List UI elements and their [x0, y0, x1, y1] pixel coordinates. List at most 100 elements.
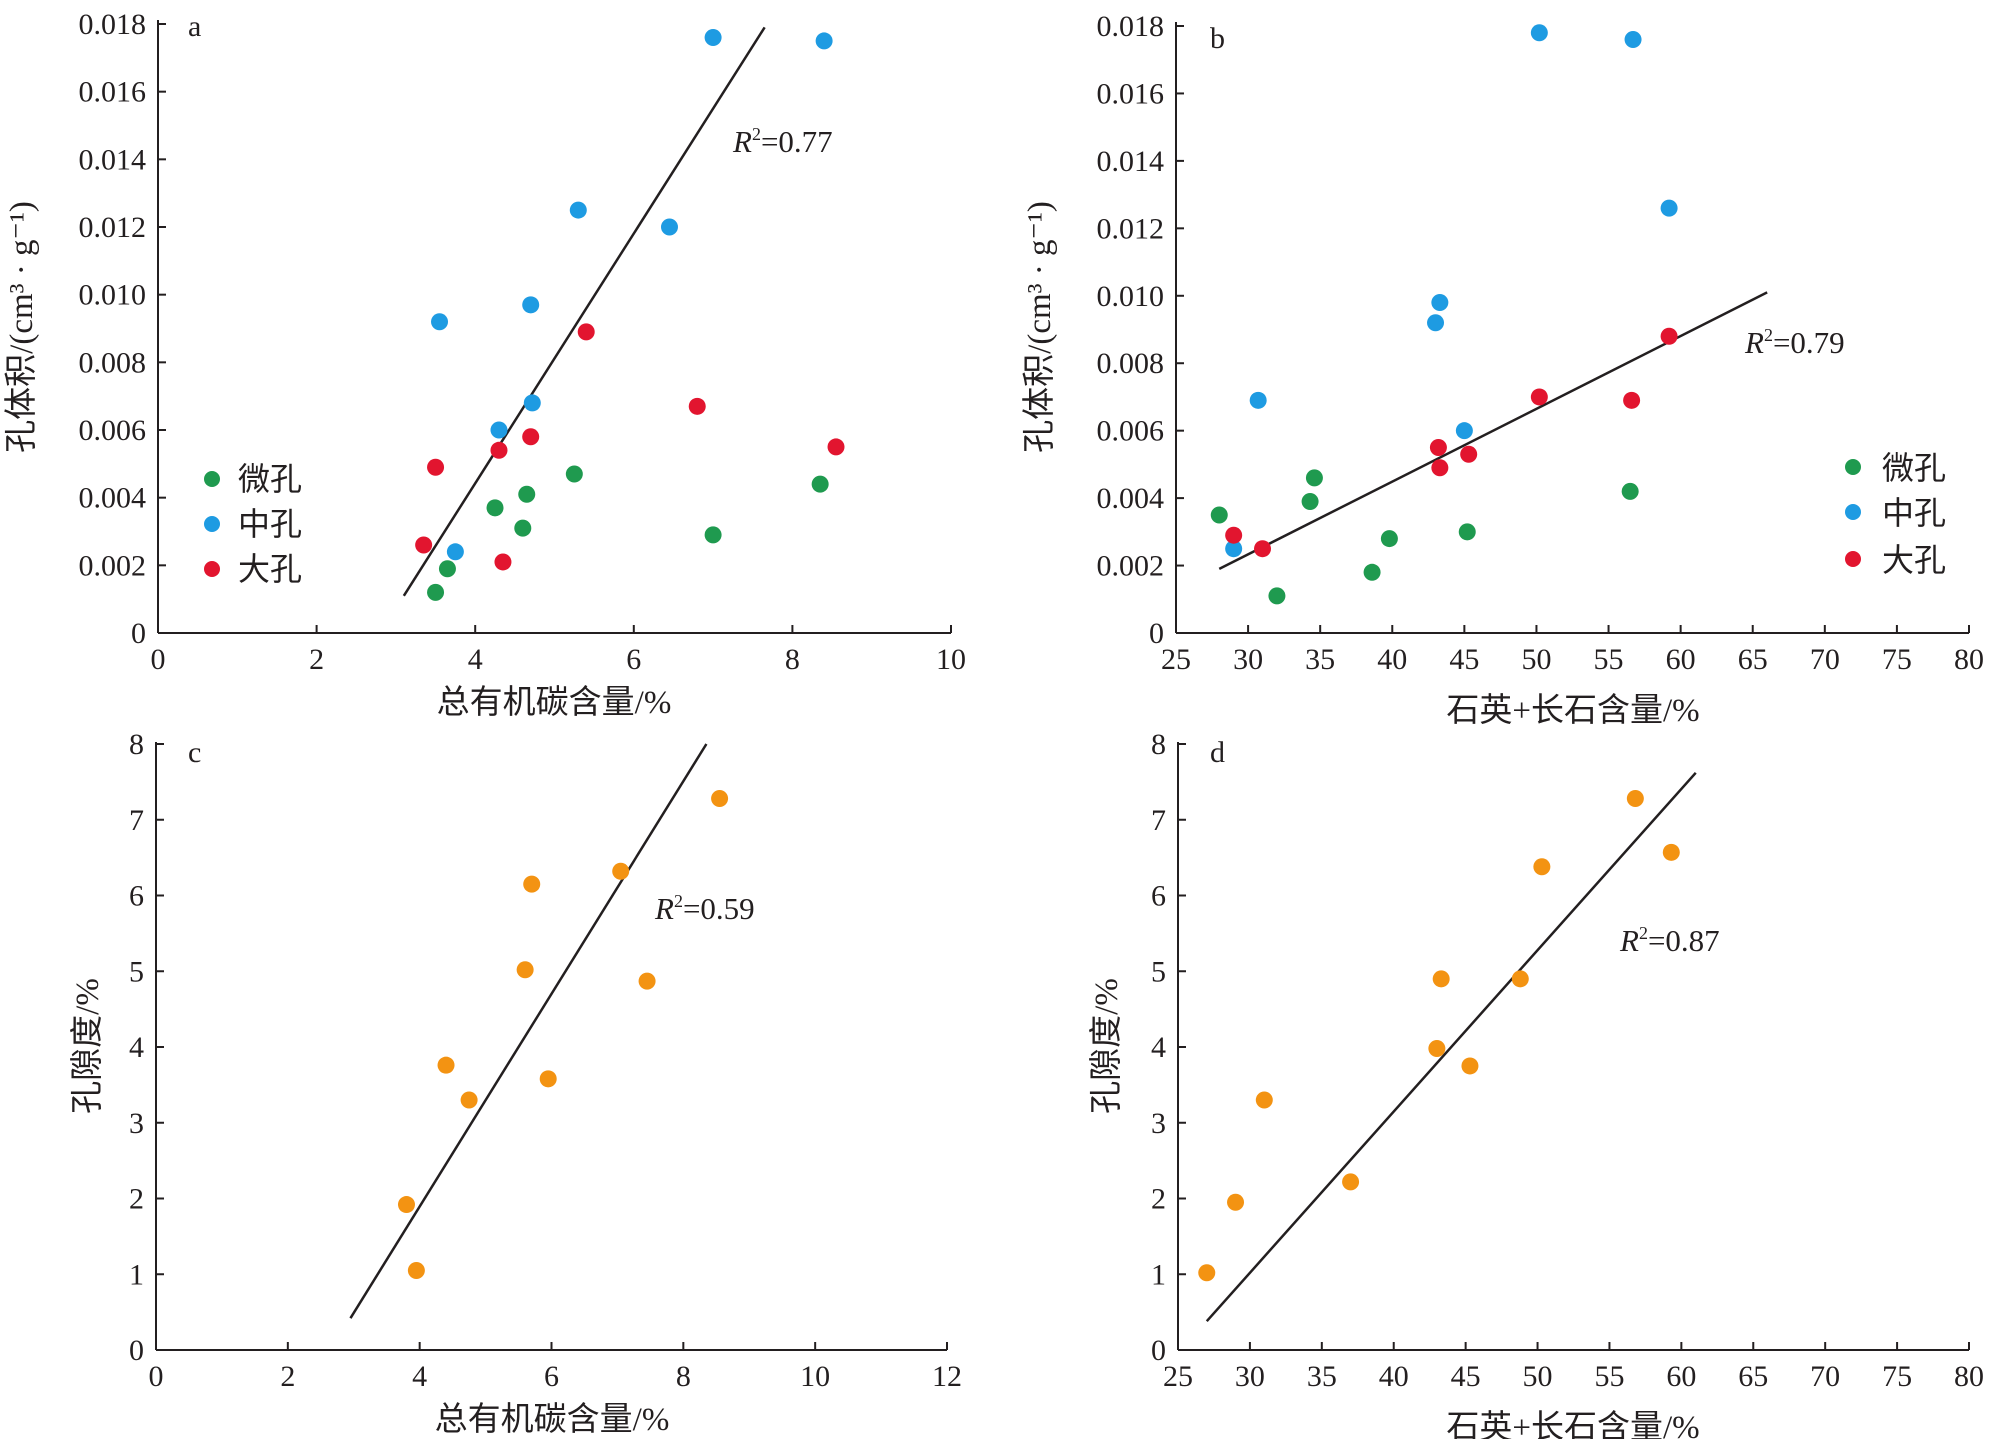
data-point-porosity [460, 1091, 478, 1109]
y-axis-label: 孔体积/(cm³ · g⁻¹) [3, 201, 40, 453]
data-point-micro [518, 485, 536, 503]
x-tick-label: 6 [544, 1360, 559, 1393]
y-tick-label: 8 [129, 728, 144, 761]
data-point-micro [1301, 492, 1319, 510]
data-point-porosity [1626, 790, 1644, 808]
x-axis-label: 石英+长石含量/% [1446, 1409, 1699, 1439]
x-tick-label: 12 [932, 1360, 962, 1393]
data-point-micro [1621, 482, 1639, 500]
trendline [1218, 291, 1768, 571]
data-point-micro [1363, 563, 1381, 581]
legend: 微孔 中孔 大孔 [1845, 450, 1946, 578]
x-tick-label: 2 [280, 1360, 295, 1393]
data-point-micro [486, 499, 504, 517]
y-tick-label: 0 [1151, 1334, 1166, 1367]
data-point-meso [1427, 314, 1445, 332]
data-point-micro [1458, 523, 1476, 541]
y-axis-label: 孔隙度/% [69, 978, 106, 1114]
x-tick-label: 8 [785, 643, 800, 676]
data-point-macro [1429, 439, 1447, 457]
x-tick-label: 4 [412, 1360, 427, 1393]
data-point-porosity [612, 862, 630, 880]
y-tick-label: 0.010 [1097, 280, 1165, 313]
y-tick-label: 0.012 [79, 211, 147, 244]
data-point-macro [490, 441, 508, 459]
r2-annotation: R2=0.59 [654, 891, 755, 926]
data-point-macro [827, 438, 845, 456]
y-tick-label: 0.018 [79, 8, 147, 41]
data-point-micro [811, 475, 829, 493]
r2-annotation: R2=0.77 [732, 124, 833, 159]
y-tick-label: 6 [1151, 880, 1166, 913]
legend: 微孔 中孔 大孔 [204, 461, 302, 587]
panel-letter: a [188, 10, 201, 43]
legend-label-micro: 微孔 [1882, 450, 1946, 486]
x-tick-label: 25 [1161, 643, 1191, 676]
y-tick-label: 0.002 [79, 549, 147, 582]
data-point-meso [1455, 422, 1473, 440]
panel-a: 0 2 4 6 8 10 0 0.002 0.004 0.006 0.008 0.010 0.012 0.… [3, 8, 966, 721]
x-tick-label: 0 [149, 1360, 164, 1393]
x-tick-label: 10 [800, 1360, 830, 1393]
panel-b: 25 30 35 40 45 50 55 60 65 70 75 80 0 0.002 0.004 0.006… [1021, 10, 1984, 729]
data-point-porosity [1533, 858, 1551, 876]
data-point-porosity [711, 790, 729, 808]
trendline [402, 26, 766, 597]
legend-marker-meso [1845, 504, 1861, 520]
panel-letter: c [188, 736, 201, 769]
trendline [1205, 771, 1697, 1323]
data-point-macro [1225, 526, 1243, 544]
y-tick-label: 0.018 [1097, 10, 1165, 43]
data-point-micro [438, 560, 456, 578]
data-point-micro [1305, 469, 1323, 487]
data-point-porosity [1432, 970, 1450, 988]
x-tick-label: 10 [936, 643, 966, 676]
data-point-porosity [1342, 1173, 1360, 1191]
x-tick-label: 35 [1305, 643, 1335, 676]
y-tick-label: 0.008 [79, 346, 147, 379]
data-point-meso [431, 313, 449, 331]
data-point-macro [1530, 388, 1548, 406]
x-tick-label: 45 [1451, 1360, 1481, 1393]
data-point-porosity [437, 1056, 455, 1074]
data-point-macro [1623, 391, 1641, 409]
x-axis-label: 石英+长石含量/% [1446, 692, 1699, 729]
x-tick-label: 80 [1954, 1360, 1984, 1393]
data-point-porosity [1461, 1057, 1479, 1075]
data-point-porosity [1428, 1040, 1446, 1058]
x-tick-label: 0 [151, 643, 166, 676]
y-tick-label: 4 [129, 1031, 144, 1064]
y-tick-label: 2 [129, 1183, 144, 1216]
y-tick-label: 0.002 [1097, 550, 1165, 583]
legend-label-macro: 大孔 [238, 551, 302, 587]
legend-marker-meso [204, 516, 220, 532]
y-tick-label: 0.016 [1097, 77, 1165, 110]
x-tick-label: 55 [1594, 1360, 1624, 1393]
legend-label-meso: 中孔 [238, 506, 302, 542]
y-tick-label: 4 [1151, 1031, 1166, 1064]
x-tick-label: 60 [1666, 643, 1696, 676]
data-point-porosity [1198, 1264, 1216, 1282]
y-tick-label: 0.014 [79, 143, 147, 176]
y-tick-label: 7 [129, 804, 144, 837]
y-axis-label: 孔体积/(cm³ · g⁻¹) [1021, 201, 1058, 453]
x-tick-label: 70 [1810, 1360, 1840, 1393]
x-tick-label: 30 [1233, 643, 1263, 676]
x-tick-label: 75 [1882, 643, 1912, 676]
x-tick-label: 4 [468, 643, 483, 676]
y-tick-label: 1 [1151, 1258, 1166, 1291]
y-tick-label: 0.006 [1097, 415, 1165, 448]
data-point-meso [1660, 199, 1678, 217]
data-point-porosity [539, 1070, 557, 1088]
r2-annotation: R2=0.87 [1619, 923, 1720, 958]
data-point-porosity [1662, 843, 1680, 861]
x-tick-label: 40 [1379, 1360, 1409, 1393]
data-point-micro [1380, 530, 1398, 548]
y-tick-label: 0.006 [79, 414, 147, 447]
y-tick-label: 5 [1151, 955, 1166, 988]
y-tick-label: 2 [1151, 1183, 1166, 1216]
data-point-meso [1624, 30, 1642, 48]
data-point-porosity [397, 1196, 415, 1214]
